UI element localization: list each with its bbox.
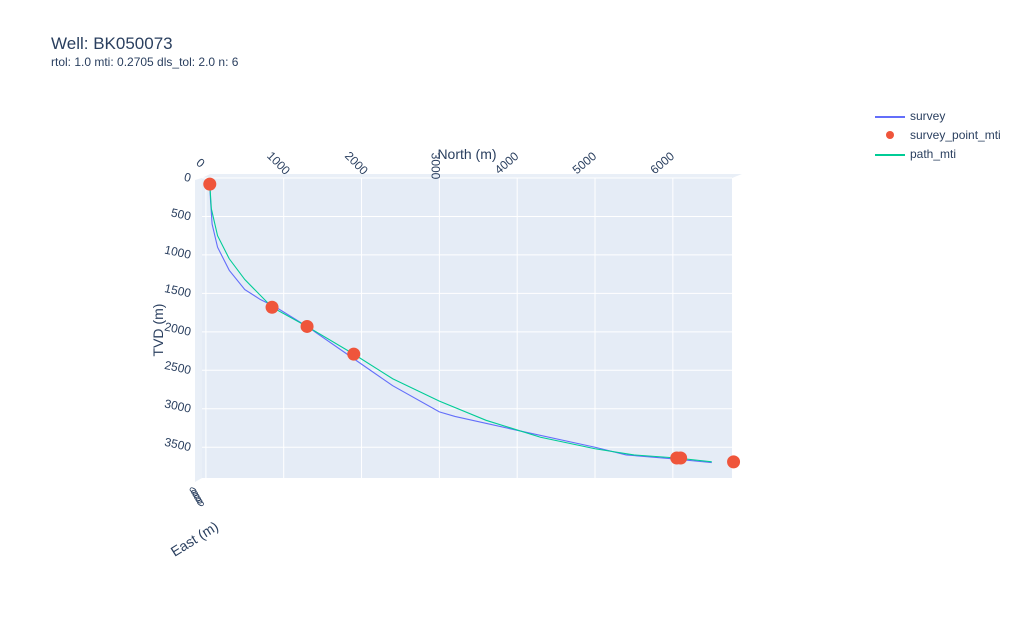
y-tick-label: 0 <box>183 170 193 185</box>
legend-line-icon <box>874 147 906 161</box>
x-tick-label: 5000 <box>570 149 600 177</box>
survey-point-marker <box>347 348 360 361</box>
legend-marker-icon <box>874 128 906 142</box>
survey-point-marker <box>674 452 687 465</box>
legend-item-survey[interactable]: survey <box>874 106 1001 125</box>
legend-label: survey <box>910 109 945 123</box>
legend-line-icon <box>874 109 906 123</box>
y-tick-label: 2000 <box>163 320 192 339</box>
x-tick-label: 0 <box>193 155 207 170</box>
legend-label: path_mti <box>910 147 956 161</box>
y-tick-label: 3000 <box>163 396 192 415</box>
survey-point-marker <box>266 301 279 314</box>
survey-point-marker <box>301 320 314 333</box>
y-tick-label: 2500 <box>163 358 192 377</box>
left-wall <box>195 178 202 482</box>
y-tick-label: 500 <box>170 206 193 224</box>
legend: survey survey_point_mti path_mti <box>874 106 1001 163</box>
x-tick-label: 2000 <box>342 149 371 178</box>
legend-item-survey-point-mti[interactable]: survey_point_mti <box>874 125 1001 144</box>
legend-item-path-mti[interactable]: path_mti <box>874 144 1001 163</box>
survey-point-marker <box>727 455 740 468</box>
y-axis-title: TVD (m) <box>150 304 166 357</box>
y-tick-label: 3500 <box>163 435 192 454</box>
x-axis-title: North (m) <box>437 146 496 162</box>
y-tick-label: 1000 <box>163 243 192 262</box>
x-tick-label: 6000 <box>648 149 678 177</box>
survey-point-marker <box>203 178 216 191</box>
x-tick-label: 1000 <box>264 149 293 178</box>
legend-label: survey_point_mti <box>910 128 1001 142</box>
plot-background <box>202 178 732 478</box>
z-axis-title: East (m) <box>168 518 221 560</box>
y-tick-label: 1500 <box>163 281 192 300</box>
